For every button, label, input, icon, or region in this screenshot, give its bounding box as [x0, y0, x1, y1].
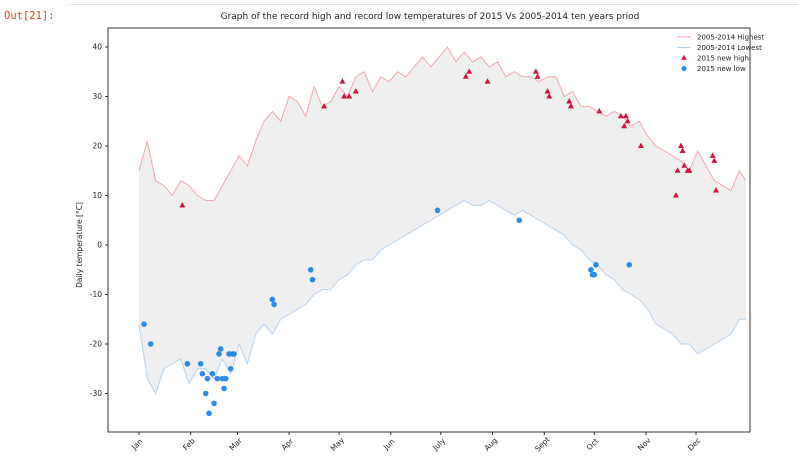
new-high-point: [462, 73, 469, 79]
new-low-point: [206, 410, 212, 417]
new-low-point: [269, 296, 276, 303]
new-high-point: [712, 187, 719, 193]
new-high-point: [624, 117, 631, 124]
x-tick-label: Feb: [181, 436, 197, 452]
x-tick-label: May: [329, 435, 347, 453]
y-axis-label: Daily temperature [°C]: [75, 202, 84, 288]
chart-title: Graph of the record high and record low …: [221, 12, 640, 22]
new-high-point: [532, 68, 539, 74]
new-low-point: [227, 365, 234, 372]
new-low-point: [309, 276, 316, 283]
new-low-point: [593, 262, 599, 268]
new-low-point: [141, 321, 147, 328]
legend-swatch-new-high: [681, 54, 687, 60]
legend-label: 2005-2014 Lowest: [697, 44, 762, 52]
x-tick-label: Apr: [280, 436, 296, 452]
x-tick-label: Oct: [585, 436, 601, 452]
x-tick-label: Sept: [533, 435, 551, 453]
legend: 2005-2014 Highest 2005-2014 Lowest 2015 ne…: [677, 34, 764, 73]
series-line-record-low: [138, 199, 746, 395]
series-line-record-high: [138, 46, 747, 201]
new-high-point: [617, 112, 624, 119]
cell-top-border: [67, 0, 798, 5]
new-low-point: [222, 375, 229, 382]
new-high-point: [681, 162, 688, 168]
plot-frame: [107, 27, 751, 433]
new-low-point: [626, 262, 633, 268]
y-tick-label: 10: [92, 191, 102, 200]
new-low-point: [307, 266, 314, 273]
new-high-point: [466, 68, 473, 74]
x-tick-label: Jun: [381, 437, 397, 453]
x-tick-label: Nov: [636, 435, 653, 452]
output-prompt: Out[21]:: [4, 10, 55, 22]
new-low-point: [217, 346, 224, 352]
y-tick-label: -30: [90, 389, 102, 398]
new-low-point: [216, 351, 222, 357]
new-low-point: [209, 370, 216, 377]
new-high-point: [321, 103, 328, 109]
x-tick-label: Aug: [482, 436, 499, 453]
new-low-point: [202, 390, 209, 397]
new-high-point: [544, 88, 551, 94]
new-high-point: [677, 142, 684, 148]
new-high-point: [672, 192, 679, 198]
new-high-point: [567, 103, 574, 109]
new-high-point: [179, 202, 186, 208]
x-tick-label: July: [430, 436, 447, 453]
x-tick-label: Mar: [227, 435, 244, 452]
y-tick-label: 20: [92, 142, 102, 151]
new-low-point: [211, 400, 217, 407]
new-low-point: [214, 375, 221, 382]
y-tick-label: -10: [90, 290, 102, 299]
new-high-point: [711, 157, 718, 163]
new-high-point: [339, 78, 346, 84]
legend-swatch-new-low: [681, 65, 687, 72]
new-low-point: [184, 361, 191, 367]
new-high-point: [622, 112, 629, 119]
new-high-point: [346, 93, 353, 99]
x-tick-label: Dec: [686, 436, 703, 453]
new-high-point: [621, 122, 628, 129]
new-low-point: [221, 385, 227, 392]
new-low-point: [231, 351, 237, 357]
y-tick-label: 0: [97, 241, 102, 250]
new-high-point: [534, 73, 541, 79]
y-tick-label: -20: [90, 340, 102, 349]
new-low-point: [591, 271, 598, 278]
new-high-point: [566, 98, 573, 104]
new-low-point: [199, 370, 206, 377]
new-high-point: [686, 167, 693, 173]
new-high-point: [674, 167, 681, 173]
new-high-point: [352, 88, 359, 94]
plot-area: -30 -20 -10 0 10 20 30 40 Jan Feb Mar Apr May Jun July…: [90, 27, 751, 453]
y-tick-label: 40: [92, 43, 102, 52]
new-low-point: [197, 361, 204, 367]
new-low-point: [204, 375, 211, 382]
new-high-point: [637, 142, 644, 148]
new-high-point: [679, 147, 686, 153]
new-low-point: [147, 341, 154, 347]
legend-label: 2005-2014 Highest: [697, 34, 764, 42]
new-high-point: [484, 78, 491, 84]
new-low-point: [271, 301, 277, 308]
new-high-point: [546, 93, 553, 99]
new-high-point: [341, 93, 348, 99]
new-low-point: [588, 266, 594, 273]
legend-label: 2015 new high: [697, 55, 749, 63]
new-high-point: [709, 152, 716, 158]
record-range-band: [139, 47, 746, 394]
new-low-point: [434, 207, 441, 214]
new-low-point: [516, 217, 523, 224]
legend-label: 2015 new low: [697, 65, 746, 73]
x-tick-label: Jan: [129, 437, 144, 452]
new-high-point: [596, 107, 603, 114]
y-tick-label: 30: [92, 92, 102, 101]
